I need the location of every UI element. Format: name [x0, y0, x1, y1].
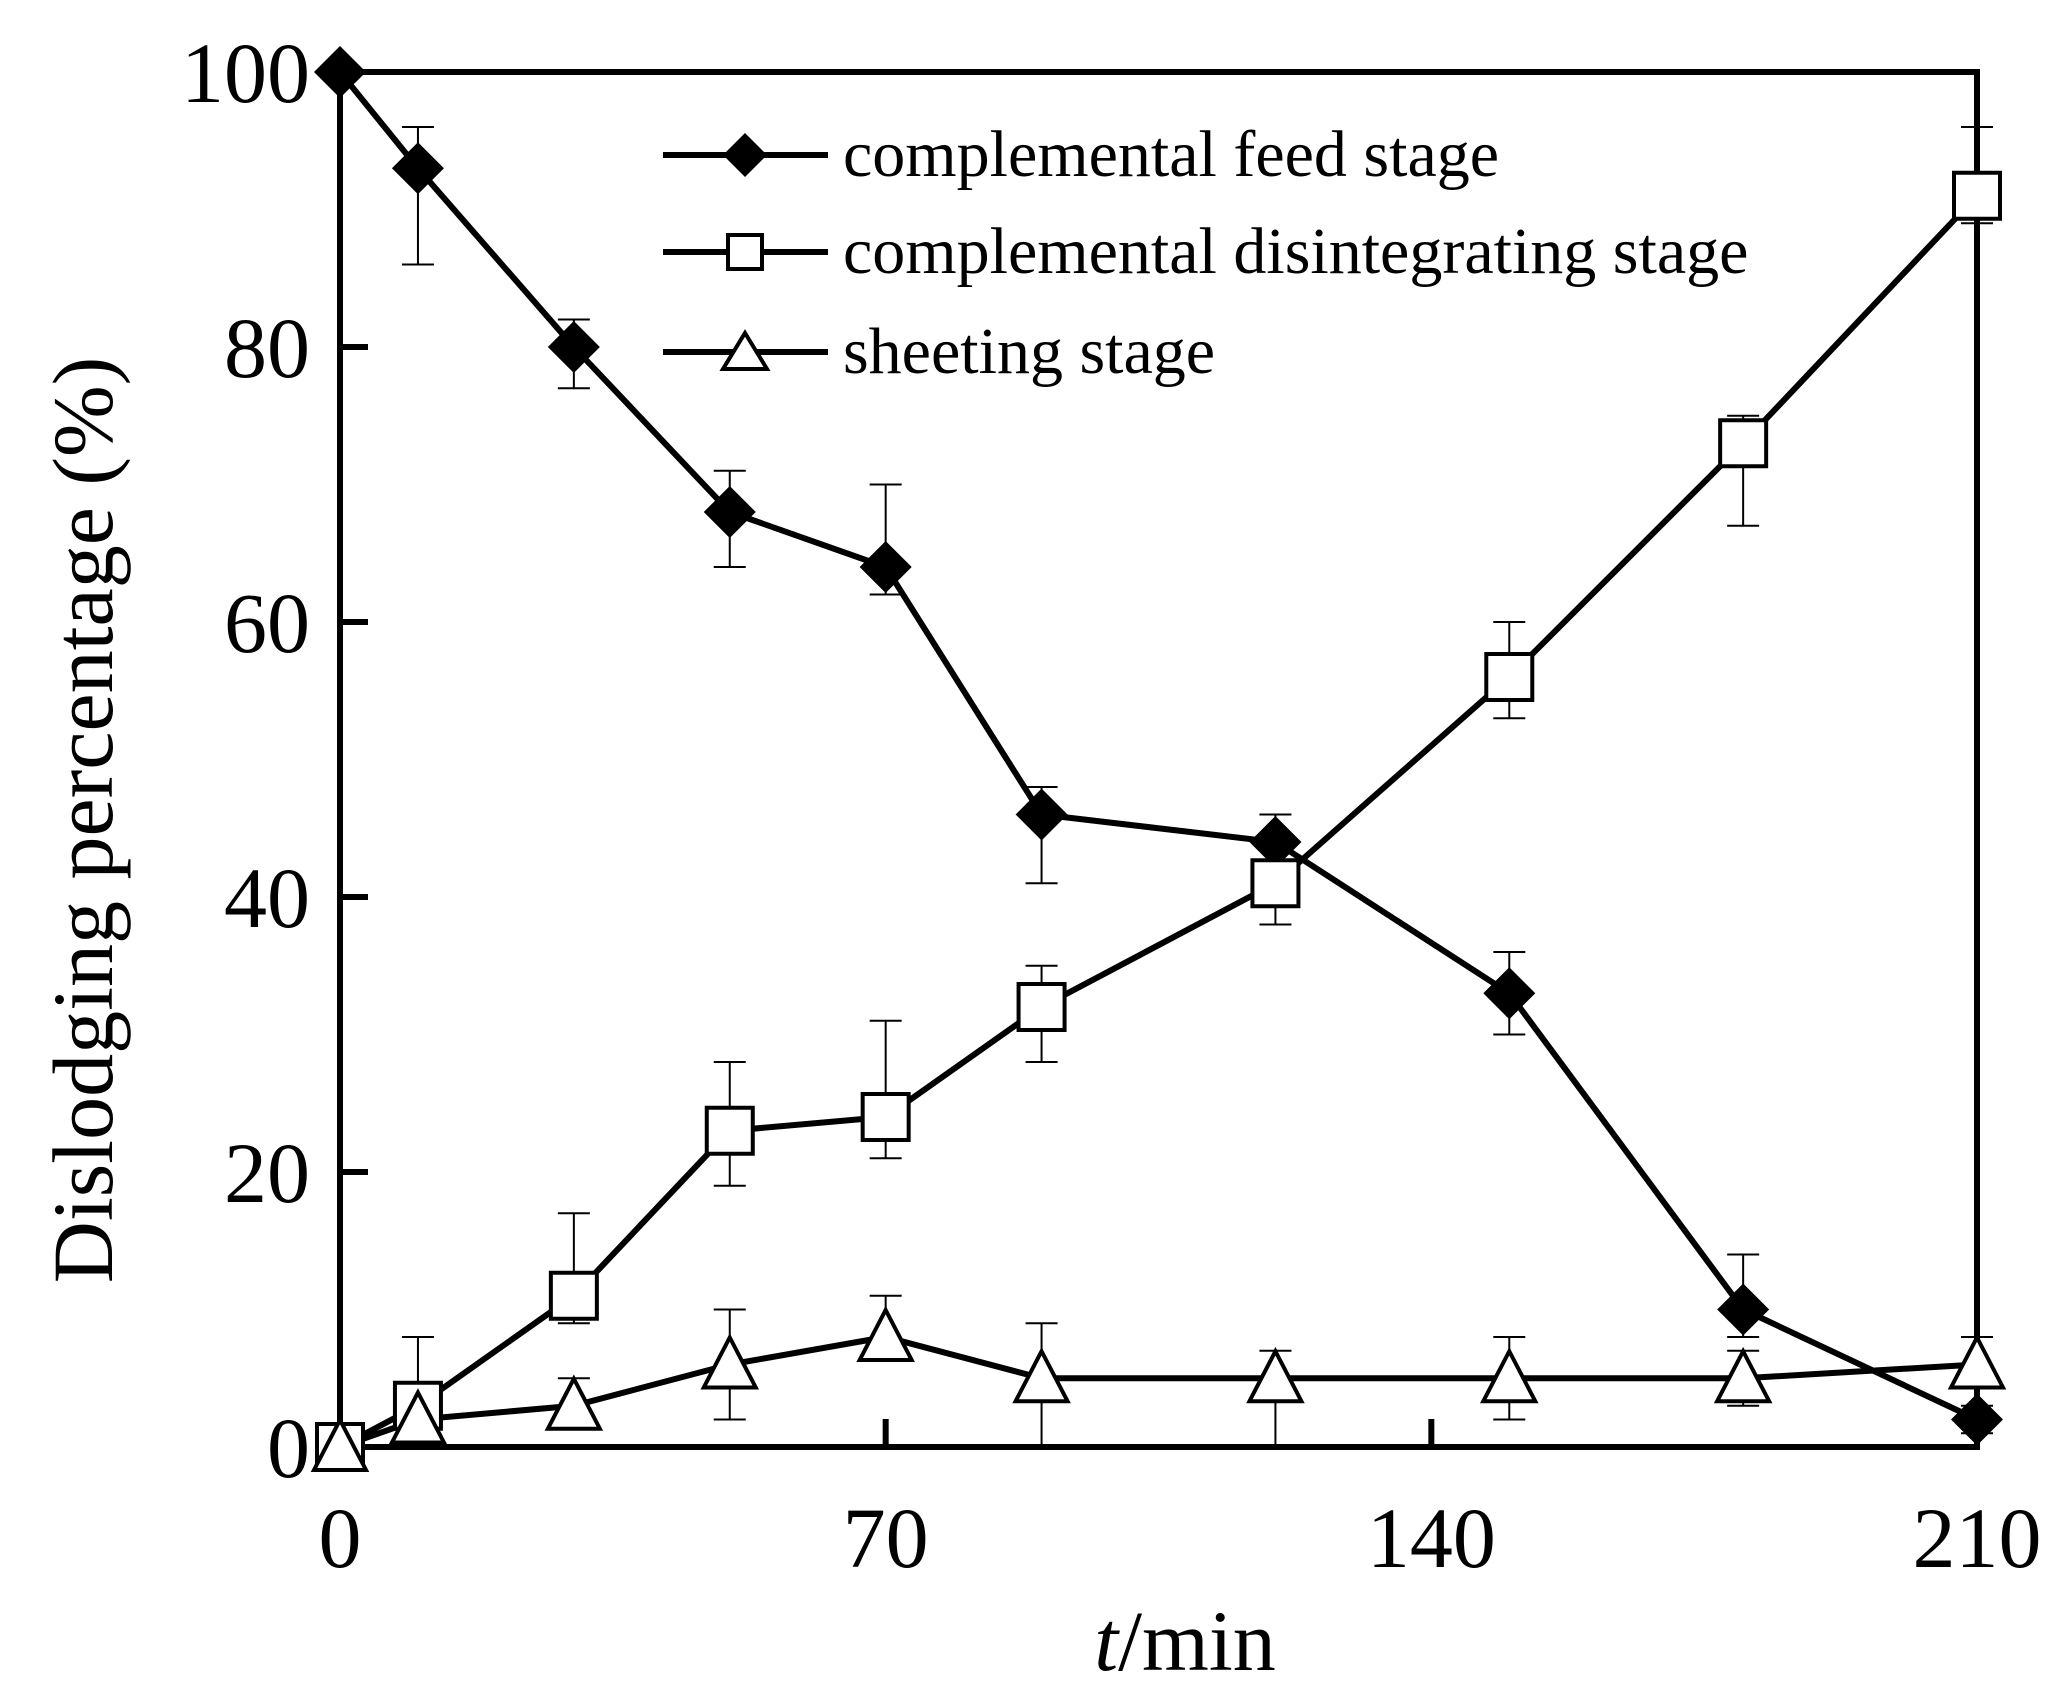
- x-tick-label: 140: [1367, 1490, 1496, 1586]
- point-feed: [1717, 1283, 1770, 1336]
- x-axis-title-unit: /min: [1118, 1593, 1276, 1689]
- point-disintegrating: [548, 1270, 599, 1321]
- plot-frame: [337, 69, 1980, 1450]
- series-line-sheeting: [339, 1334, 1978, 1450]
- x-tick-label: 0: [319, 1490, 362, 1586]
- point-feed: [859, 541, 912, 593]
- legend-marker-feed: [723, 133, 767, 177]
- y-tick-label: 80: [224, 300, 310, 396]
- plot-area: [337, 69, 1980, 1450]
- series-line-disintegrating: [338, 193, 1980, 1450]
- series-lines: [337, 70, 1980, 1450]
- x-tick-label: 70: [843, 1490, 929, 1586]
- legend-label-feed: complemental feed stage: [843, 118, 1499, 191]
- y-axis-title: Dislodging percentage (%): [35, 357, 131, 1284]
- y-tick-label: 40: [224, 850, 310, 946]
- y-tick-label: 100: [181, 25, 310, 121]
- point-disintegrating: [704, 1105, 755, 1156]
- point-sheeting: [856, 1305, 915, 1362]
- x-axis-title-var: t: [1094, 1593, 1120, 1689]
- legend-label-disintegrating: complemental disintegrating stage: [843, 215, 1748, 288]
- legend: complemental feed stage complemental dis…: [663, 118, 1748, 388]
- legend-marker-sheeting: [719, 329, 771, 371]
- point-feed: [703, 486, 756, 538]
- point-disintegrating: [1016, 982, 1067, 1032]
- point-sheeting: [1713, 1346, 1773, 1404]
- x-tick-label: 210: [1913, 1490, 2042, 1586]
- point-disintegrating: [1952, 170, 2002, 221]
- point-sheeting: [1246, 1346, 1305, 1404]
- point-feed: [1483, 967, 1536, 1020]
- point-feed: [1249, 816, 1302, 868]
- point-feed: [391, 142, 444, 195]
- point-disintegrating: [860, 1092, 911, 1142]
- x-axis-title: t/min: [1094, 1593, 1276, 1689]
- y-tick-label: 60: [224, 575, 310, 671]
- point-sheeting: [1012, 1346, 1071, 1404]
- point-feed: [1015, 788, 1068, 841]
- point-sheeting: [310, 1415, 370, 1472]
- point-disintegrating: [1718, 418, 1769, 469]
- point-sheeting: [544, 1374, 604, 1431]
- point-sheeting: [700, 1333, 760, 1390]
- legend-marker-disintegrating: [726, 233, 764, 271]
- point-sheeting: [1479, 1346, 1539, 1404]
- series-markers: [310, 46, 2007, 1472]
- series-line-feed: [337, 70, 1979, 1423]
- y-tick-label: 20: [224, 1125, 310, 1221]
- point-feed: [547, 321, 600, 373]
- y-tick-label: 0: [267, 1400, 310, 1496]
- point-sheeting: [1947, 1333, 2007, 1390]
- point-sheeting: [388, 1388, 448, 1445]
- point-feed: [1951, 1393, 2003, 1446]
- point-feed: [314, 46, 366, 98]
- tick-labels: 0 70 140 210 0 20 40 60 80 100: [181, 25, 2042, 1586]
- point-disintegrating: [1484, 652, 1535, 702]
- point-disintegrating: [1250, 858, 1301, 909]
- legend-label-sheeting: sheeting stage: [843, 315, 1215, 388]
